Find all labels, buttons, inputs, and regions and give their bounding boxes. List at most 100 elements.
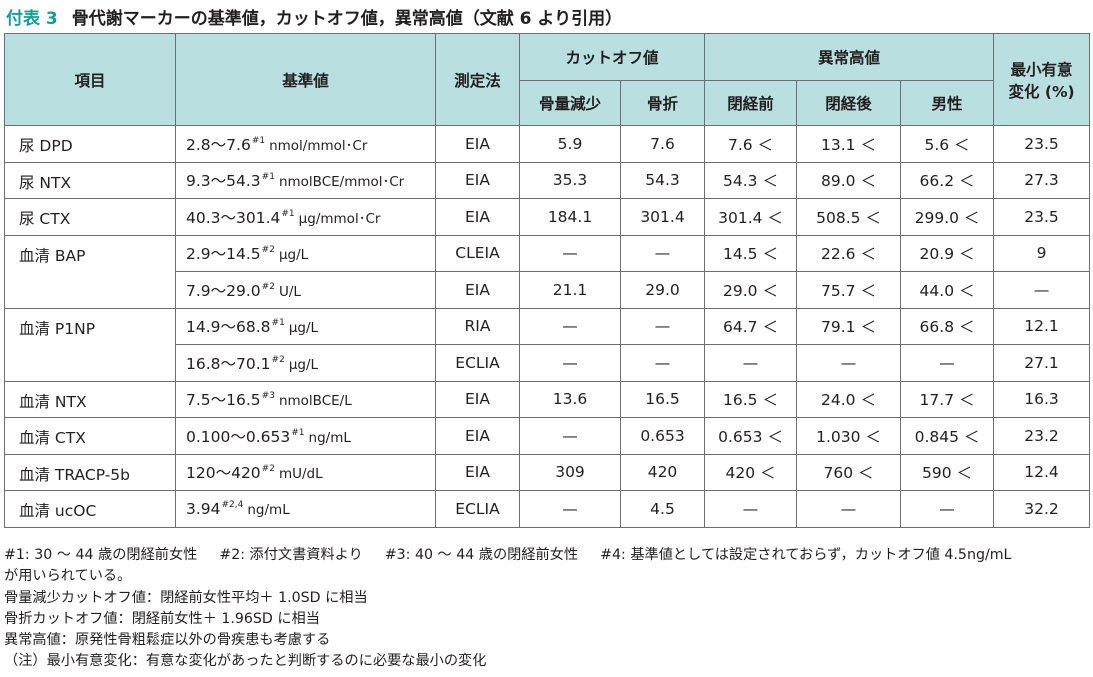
- reference-unit: nmolBCE/mmol･Cr: [278, 174, 405, 191]
- reference-range: 9.3〜54.3: [186, 172, 261, 191]
- male-cell: —: [900, 344, 995, 382]
- bone-loss-cell: —: [519, 307, 621, 345]
- reference-unit: μg/L: [278, 247, 309, 264]
- fracture-cell: —: [619, 307, 706, 345]
- item-cell: 血清 P1NP: [4, 307, 176, 382]
- footnote-mark: #2: [261, 464, 275, 475]
- note-bone-loss-cutoff: 骨量減少カットオフ値：閉経前女性平均＋ 1.0SD に相当: [4, 589, 368, 606]
- footnote-mark: #1: [281, 208, 295, 219]
- method-cell: CLEIA: [435, 234, 520, 272]
- postmenopausal-cell: 1.030 ＜: [796, 417, 902, 455]
- method-cell: EIA: [435, 380, 520, 418]
- mscc-cell: 9: [993, 234, 1091, 272]
- mscc-cell: 23.5: [993, 198, 1091, 236]
- footnotes: #1: 30 〜 44 歳の閉経前女性 #2: 添付文書資料より #3: 40 〜 …: [4, 545, 1090, 673]
- male-cell: 5.6 ＜: [900, 125, 995, 163]
- fracture-cell: 54.3: [619, 161, 706, 199]
- postmenopausal-cell: 75.7 ＜: [796, 271, 902, 309]
- male-cell: 20.9 ＜: [900, 234, 995, 272]
- reference-table: 項目 基準値 測定法 カットオフ値 異常高値 最小有意 変化 (%) 骨量減少 …: [4, 33, 1091, 528]
- reference-unit: μg/L: [288, 320, 319, 337]
- table-title-text: 骨代謝マーカーの基準値，カットオフ値，異常高値（文献 6 より引用）: [71, 9, 623, 29]
- footnote-mark: #1: [291, 427, 305, 438]
- reference-cell: 40.3〜301.4#1 μg/mmol･Cr: [175, 198, 436, 236]
- header-mscc: 最小有意 変化 (%): [993, 33, 1091, 126]
- note-mscc: （注）最小有意変化：有意な変化があったと判断するのに必要な最小の変化: [4, 653, 487, 670]
- footnote-mark: #2: [261, 281, 275, 292]
- reference-cell: 16.8〜70.1#2 μg/L: [175, 344, 436, 382]
- footnote-mark: #2: [271, 354, 285, 365]
- table-row: 血清 P1NP 14.9〜68.8#1 μg/L RIA — — 64.7 ＜ 7…: [4, 307, 1091, 382]
- bone-loss-cell: 309: [519, 453, 621, 491]
- mscc-cell: —: [993, 271, 1091, 309]
- reference-range: 2.8〜7.6: [186, 135, 251, 154]
- footnote-mark: #3: [261, 391, 275, 402]
- header-abnormal: 異常高値: [704, 33, 995, 81]
- premenopausal-cell: 420 ＜: [704, 453, 798, 491]
- footnote-4-continued: が用いられている。: [4, 568, 132, 585]
- footnote-2: #2: 添付文書資料より: [219, 547, 363, 563]
- fracture-cell: 301.4: [619, 198, 706, 236]
- mscc-cell: 32.2: [993, 490, 1091, 528]
- item-cell: 血清 BAP: [4, 234, 176, 309]
- method-cell: EIA: [435, 198, 520, 236]
- item-cell: 血清 TRACP-5b: [4, 453, 176, 491]
- reference-cell: 120〜420#2 mU/dL: [175, 453, 436, 491]
- bone-loss-cell: —: [519, 344, 621, 382]
- reference-range: 2.9〜14.5: [186, 245, 261, 264]
- postmenopausal-cell: —: [796, 344, 902, 382]
- header-reference: 基準値: [175, 33, 436, 126]
- fracture-cell: 0.653: [619, 417, 706, 455]
- header-abnormal-pre: 閉経前: [704, 80, 798, 126]
- postmenopausal-cell: —: [796, 490, 902, 528]
- male-cell: 66.2 ＜: [900, 161, 995, 199]
- premenopausal-cell: 14.5 ＜: [704, 234, 798, 272]
- male-cell: 44.0 ＜: [900, 271, 995, 309]
- postmenopausal-cell: 508.5 ＜: [796, 198, 902, 236]
- reference-unit: nmol/mmol･Cr: [269, 137, 368, 154]
- premenopausal-cell: 54.3 ＜: [704, 161, 798, 199]
- table-row: 血清 TRACP-5b 120〜420#2 mU/dL EIA 309 420 4…: [4, 453, 1091, 491]
- reference-range: 16.8〜70.1: [186, 354, 271, 373]
- male-cell: 66.8 ＜: [900, 307, 995, 345]
- table-row: 血清 BAP 2.9〜14.5#2 μg/L CLEIA — — 14.5 ＜ 2…: [4, 234, 1091, 309]
- postmenopausal-cell: 79.1 ＜: [796, 307, 902, 345]
- footnote-mark: #2: [261, 245, 275, 256]
- header-cutoff-bone-loss: 骨量減少: [519, 80, 621, 126]
- reference-unit: ng/mL: [247, 501, 290, 518]
- item-cell: 尿 NTX: [4, 161, 176, 199]
- postmenopausal-cell: 22.6 ＜: [796, 234, 902, 272]
- bone-loss-cell: 35.3: [519, 161, 621, 199]
- method-cell: EIA: [435, 417, 520, 455]
- note-fracture-cutoff: 骨折カットオフ値：閉経前女性＋ 1.96SD に相当: [4, 610, 320, 627]
- table-row: 血清 NTX 7.5〜16.5#3 nmolBCE/L EIA 13.6 16.5…: [4, 380, 1091, 418]
- header-cutoff-fracture: 骨折: [619, 80, 706, 126]
- table-number: 付表 3: [6, 9, 58, 29]
- reference-unit: μg/L: [288, 356, 319, 373]
- header-item: 項目: [4, 33, 176, 126]
- footnote-mark: #2,4: [221, 499, 244, 510]
- bone-loss-cell: 5.9: [519, 125, 621, 163]
- premenopausal-cell: —: [704, 490, 798, 528]
- mscc-cell: 27.1: [993, 344, 1091, 382]
- reference-range: 3.94: [186, 499, 221, 518]
- reference-cell: 3.94#2,4 ng/mL: [175, 490, 436, 528]
- method-cell: EIA: [435, 271, 520, 309]
- item-cell: 尿 DPD: [4, 125, 176, 163]
- footnote-4: #4: 基準値としては設定されておらず，カットオフ値 4.5ng/mL: [600, 547, 1012, 563]
- fracture-cell: 16.5: [619, 380, 706, 418]
- mscc-cell: 23.5: [993, 125, 1091, 163]
- fracture-cell: 7.6: [619, 125, 706, 163]
- fracture-cell: 29.0: [619, 271, 706, 309]
- premenopausal-cell: 301.4 ＜: [704, 198, 798, 236]
- reference-cell: 0.100〜0.653#1 ng/mL: [175, 417, 436, 455]
- male-cell: 17.7 ＜: [900, 380, 995, 418]
- header-cutoff: カットオフ値: [518, 33, 706, 81]
- item-cell: 尿 CTX: [4, 198, 176, 236]
- reference-unit: U/L: [278, 283, 301, 300]
- reference-cell: 9.3〜54.3#1 nmolBCE/mmol･Cr: [175, 161, 436, 199]
- method-cell: EIA: [435, 453, 520, 491]
- reference-range: 7.9〜29.0: [186, 281, 261, 300]
- footnote-mark: #1: [261, 172, 275, 183]
